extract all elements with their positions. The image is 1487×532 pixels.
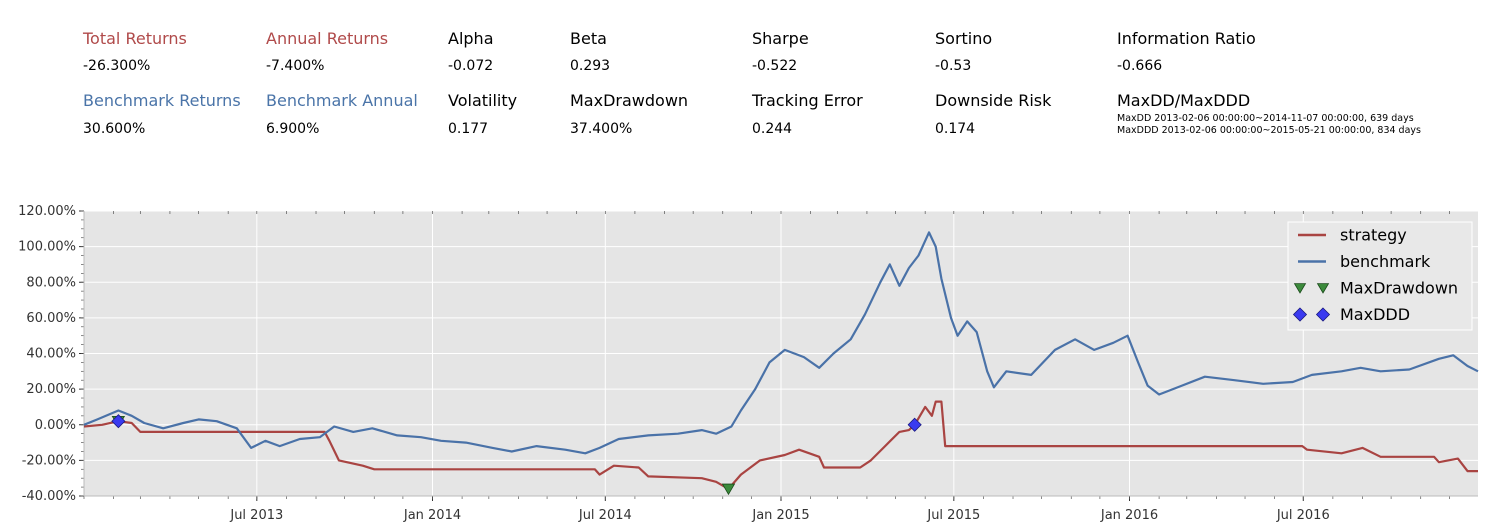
legend-label-maxddd: MaxDDD bbox=[1340, 305, 1410, 324]
legend-swatch-maxdrawdown bbox=[1293, 283, 1307, 294]
legend-swatch-maxddd bbox=[1315, 307, 1331, 322]
marker-maxddd bbox=[907, 417, 922, 432]
legend-swatch-maxddd bbox=[1292, 307, 1308, 322]
metric-value-sharpe: -0.522 bbox=[752, 58, 798, 74]
metric-value-benchmark-returns: 30.600% bbox=[83, 121, 146, 137]
x-tick-label: Jan 2015 bbox=[751, 508, 809, 523]
metric-label-total-returns: Total Returns bbox=[83, 29, 187, 48]
metric-value-information-ratio: -0.666 bbox=[1117, 58, 1163, 74]
y-tick-label: 0.00% bbox=[35, 418, 76, 433]
x-tick-label: Jul 2015 bbox=[926, 508, 980, 523]
legend-label-benchmark: benchmark bbox=[1340, 252, 1431, 271]
marker-maxdrawdown bbox=[721, 483, 736, 496]
metric-label-sortino: Sortino bbox=[935, 29, 993, 48]
metric-label-sharpe: Sharpe bbox=[752, 29, 809, 48]
metric-value-beta: 0.293 bbox=[570, 58, 611, 74]
legend-swatch-maxdrawdown bbox=[1316, 283, 1330, 294]
maxddd-detail: MaxDDD 2013-02-06 00:00:00~2015-05-21 00… bbox=[1117, 125, 1421, 136]
metric-value-volatility: 0.177 bbox=[448, 121, 489, 137]
y-tick-label: 120.00% bbox=[18, 204, 76, 219]
metric-label-annual-returns: Annual Returns bbox=[266, 29, 389, 48]
series-line-strategy bbox=[83, 400, 1478, 490]
legend-label-maxdrawdown: MaxDrawdown bbox=[1340, 279, 1458, 298]
metric-value-annual-returns: -7.400% bbox=[266, 58, 325, 74]
x-tick-label: Jan 2016 bbox=[1100, 508, 1158, 523]
metric-label-maxdrawdown: MaxDrawdown bbox=[570, 91, 689, 110]
metric-label-tracking-error: Tracking Error bbox=[752, 91, 863, 110]
metric-value-tracking-error: 0.244 bbox=[752, 121, 793, 137]
y-tick-label: -20.00% bbox=[22, 453, 76, 468]
metric-label-alpha: Alpha bbox=[448, 29, 494, 48]
x-tick-label: Jul 2014 bbox=[578, 508, 632, 523]
maxdd-detail: MaxDD 2013-02-06 00:00:00~2014-11-07 00:… bbox=[1117, 113, 1414, 124]
marker-maxddd bbox=[111, 414, 126, 429]
y-tick-label: 100.00% bbox=[18, 240, 76, 255]
y-tick-label: 80.00% bbox=[26, 275, 76, 290]
series-line-benchmark bbox=[83, 231, 1479, 455]
metric-value-maxdrawdown: 37.400% bbox=[570, 121, 633, 137]
metric-value-sortino: -0.53 bbox=[935, 58, 972, 74]
metric-label-downside-risk: Downside Risk bbox=[935, 91, 1052, 110]
metric-label-benchmark-returns: Benchmark Returns bbox=[83, 91, 241, 110]
legend-label-strategy: strategy bbox=[1340, 226, 1407, 245]
x-tick-label: Jan 2014 bbox=[403, 508, 461, 523]
metric-label-beta: Beta bbox=[570, 29, 607, 48]
metric-label-benchmark-annual: Benchmark Annual bbox=[266, 91, 418, 110]
y-tick-label: -40.00% bbox=[22, 489, 76, 504]
metric-label-volatility: Volatility bbox=[448, 91, 518, 110]
metric-value-alpha: -0.072 bbox=[448, 58, 494, 74]
metric-label-maxdd-maxddd: MaxDD/MaxDDD bbox=[1117, 91, 1251, 110]
y-tick-label: 60.00% bbox=[26, 311, 76, 326]
x-tick-label: Jul 2013 bbox=[229, 508, 283, 523]
y-tick-label: 40.00% bbox=[26, 347, 76, 362]
metric-value-downside-risk: 0.174 bbox=[935, 121, 976, 137]
metric-value-benchmark-annual: 6.900% bbox=[266, 121, 320, 137]
y-tick-label: 20.00% bbox=[26, 382, 76, 397]
x-tick-label: Jul 2016 bbox=[1276, 508, 1330, 523]
metric-label-information-ratio: Information Ratio bbox=[1117, 29, 1256, 48]
metric-value-total-returns: -26.300% bbox=[83, 58, 151, 74]
